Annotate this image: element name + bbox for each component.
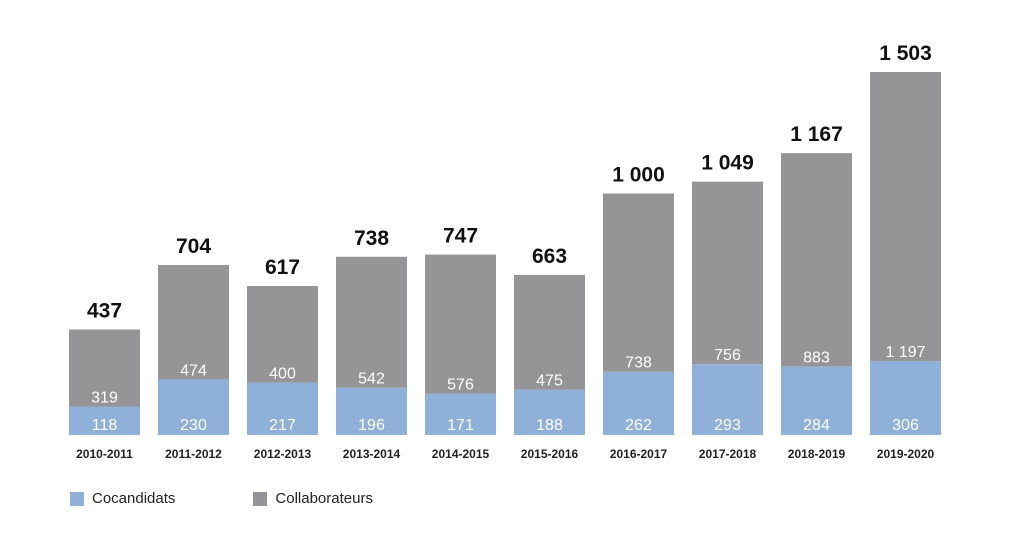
label-cocandidats-2016-2017: 262 [625, 417, 652, 434]
total-label-2013-2014: 738 [354, 227, 389, 250]
bar-cocandidats-2014-2015 [425, 393, 496, 435]
x-tick-2011-2012: 2011-2012 [165, 447, 222, 461]
legend-label-cocandidats: Cocandidats [92, 490, 176, 507]
x-tick-2015-2016: 2015-2016 [521, 447, 579, 461]
x-tick-2018-2019: 2018-2019 [788, 447, 846, 461]
total-label-2017-2018: 1 049 [701, 152, 754, 175]
label-collaborateurs-2010-2011: 319 [91, 390, 118, 407]
bar-cocandidats-2018-2019 [781, 366, 852, 435]
label-collaborateurs-2013-2014: 542 [358, 371, 385, 388]
label-cocandidats-2012-2013: 217 [269, 417, 296, 434]
bar-collaborateurs-2014-2015 [425, 254, 496, 394]
legend: Cocandidats Collaborateurs [70, 490, 451, 507]
label-collaborateurs-2014-2015: 576 [447, 377, 474, 394]
label-cocandidats-2018-2019: 284 [803, 417, 830, 434]
bar-cocandidats-2011-2012 [158, 379, 229, 435]
bar-collaborateurs-2011-2012 [158, 264, 229, 380]
bar-collaborateurs-2015-2016 [514, 274, 585, 390]
label-cocandidats-2014-2015: 171 [447, 417, 474, 434]
legend-swatch-cocandidats [70, 491, 84, 506]
total-label-2015-2016: 663 [532, 245, 567, 268]
label-cocandidats-2011-2012: 230 [180, 417, 207, 434]
label-collaborateurs-2016-2017: 738 [625, 355, 652, 372]
bar-cocandidats-2016-2017 [603, 371, 674, 435]
legend-item-collaborateurs: Collaborateurs [253, 490, 373, 507]
total-label-2019-2020: 1 503 [879, 42, 932, 65]
x-tick-2014-2015: 2014-2015 [432, 447, 490, 461]
x-tick-2013-2014: 2013-2014 [343, 447, 401, 461]
total-label-2016-2017: 1 000 [612, 163, 665, 186]
bar-collaborateurs-2018-2019 [781, 153, 852, 367]
label-cocandidats-2010-2011: 118 [92, 417, 118, 434]
label-collaborateurs-2018-2019: 883 [803, 349, 830, 366]
label-collaborateurs-2019-2020: 1 197 [885, 344, 925, 361]
bar-collaborateurs-2016-2017 [603, 193, 674, 372]
legend-swatch-collaborateurs [253, 491, 268, 506]
x-tick-2019-2020: 2019-2020 [877, 447, 935, 461]
bar-cocandidats-2019-2020 [870, 361, 941, 435]
x-tick-2012-2013: 2012-2013 [254, 447, 312, 461]
bar-collaborateurs-2017-2018 [692, 181, 763, 365]
bar-collaborateurs-2010-2011 [69, 329, 140, 407]
bar-cocandidats-2013-2014 [336, 387, 407, 435]
total-label-2014-2015: 747 [443, 225, 478, 248]
bar-collaborateurs-2013-2014 [336, 256, 407, 388]
total-label-2012-2013: 617 [265, 256, 300, 279]
x-tick-2016-2017: 2016-2017 [610, 447, 668, 461]
total-label-2010-2011: 437 [87, 299, 122, 322]
total-label-2011-2012: 704 [176, 235, 211, 258]
label-cocandidats-2015-2016: 188 [536, 417, 563, 434]
label-collaborateurs-2011-2012: 474 [180, 362, 207, 379]
bar-cocandidats-2015-2016 [514, 389, 585, 435]
total-label-2018-2019: 1 167 [790, 123, 843, 146]
label-cocandidats-2017-2018: 293 [714, 417, 741, 434]
bar-collaborateurs-2019-2020 [870, 72, 941, 362]
legend-label-collaborateurs: Collaborateurs [275, 490, 373, 507]
label-cocandidats-2019-2020: 306 [892, 417, 919, 434]
x-tick-2017-2018: 2017-2018 [699, 447, 757, 461]
legend-item-cocandidats: Cocandidats [70, 490, 175, 507]
label-collaborateurs-2017-2018: 756 [714, 347, 741, 364]
bar-cocandidats-2012-2013 [247, 382, 318, 435]
x-tick-2010-2011: 2010-2011 [76, 447, 133, 461]
bar-cocandidats-2010-2011 [69, 406, 140, 435]
label-collaborateurs-2012-2013: 400 [269, 366, 296, 383]
label-collaborateurs-2015-2016: 475 [536, 373, 563, 390]
bar-collaborateurs-2012-2013 [247, 285, 318, 383]
bar-cocandidats-2017-2018 [692, 364, 763, 435]
label-cocandidats-2013-2014: 196 [358, 417, 385, 434]
